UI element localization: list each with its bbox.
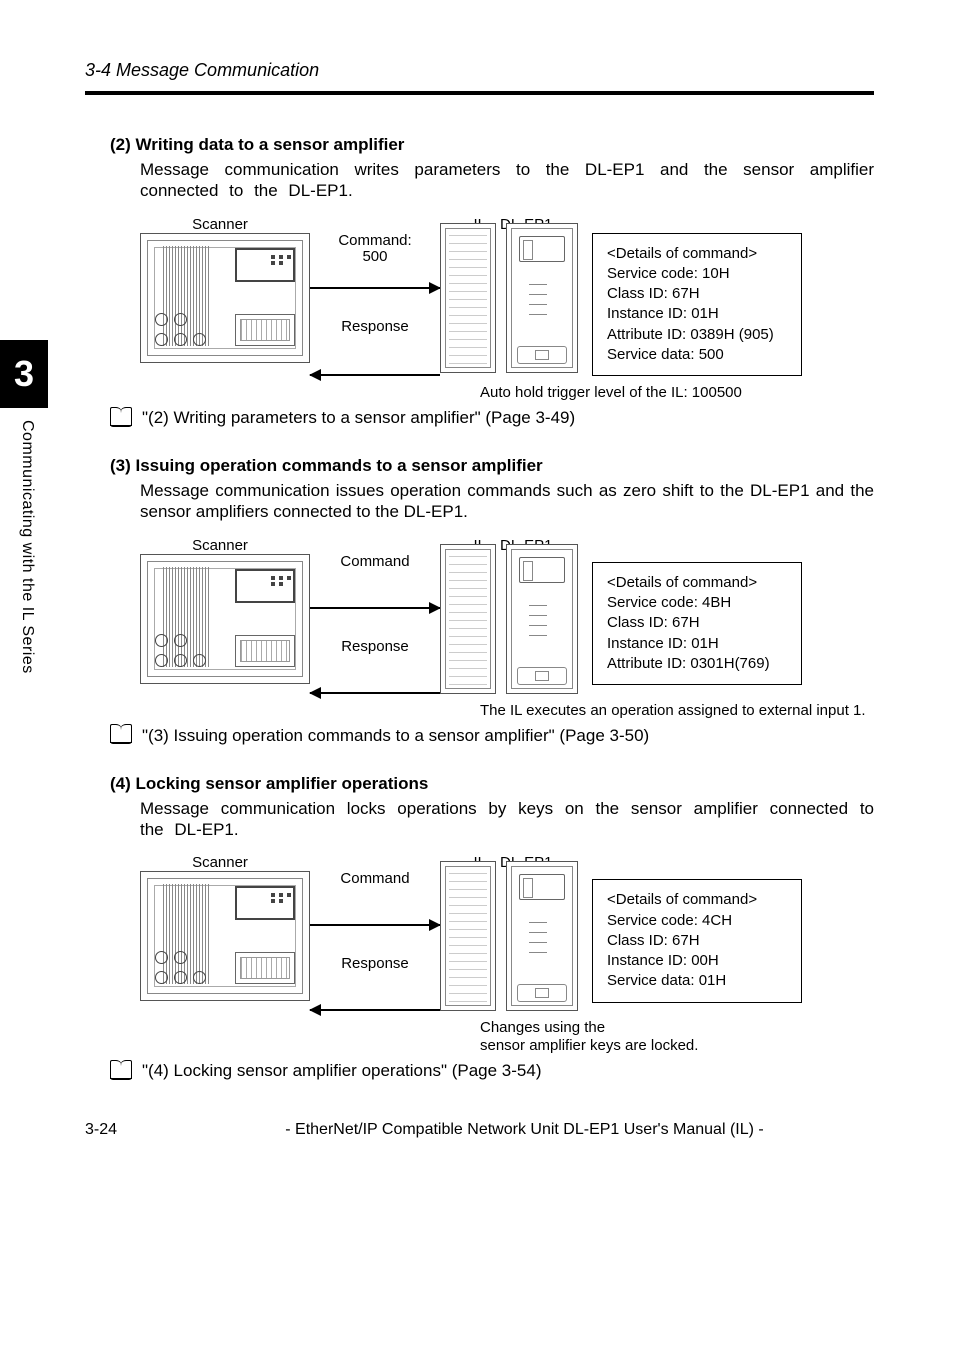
det-line: Service data: 01H — [607, 971, 787, 991]
s4-title: (4) Locking sensor amplifier operations — [110, 774, 874, 794]
s2-ref: "(2) Writing parameters to a sensor ampl… — [142, 408, 575, 428]
det-line: Service code: 10H — [607, 264, 787, 284]
arrow-left-icon — [310, 1009, 440, 1011]
arrow-left-icon — [310, 374, 440, 376]
det-line: Service data: 500 — [607, 345, 787, 365]
s3-body: Message communication issues operation c… — [140, 480, 874, 523]
book-icon — [110, 1063, 132, 1080]
il-device — [440, 861, 496, 1011]
s2-caption: Auto hold trigger level of the IL: 10050… — [480, 384, 874, 402]
chapter-label: Communicating with the IL Series — [18, 420, 36, 674]
arrow-right-icon — [310, 287, 440, 289]
cmd-label: Command — [340, 554, 409, 603]
resp-label: Response — [341, 639, 409, 688]
det-line: Attribute ID: 0389H (905) — [607, 325, 787, 345]
det-line: Service code: 4BH — [607, 593, 787, 613]
arrow-left-icon — [310, 692, 440, 694]
s4-diagram: Scanner IL DL-EP1 Command Response — [140, 854, 874, 1055]
il-device — [440, 223, 496, 373]
book-icon — [110, 410, 132, 427]
header-rule — [85, 91, 874, 95]
det-line: Class ID: 67H — [607, 931, 787, 951]
s2-body: Message communication writes parameters … — [140, 159, 874, 202]
s4-caption: Changes using the sensor amplifier keys … — [480, 1019, 874, 1055]
s2-diagram: Scanner IL DL-EP1 Command:500 Respo — [140, 216, 874, 403]
details-box: <Details of command> Service code: 4CH C… — [592, 879, 802, 1002]
scanner-device — [140, 233, 310, 363]
cmd-label: Command — [340, 871, 409, 920]
details-box: <Details of command> Service code: 4BH C… — [592, 562, 802, 685]
s2-title: (2) Writing data to a sensor amplifier — [110, 135, 874, 155]
s4-ref: "(4) Locking sensor amplifier operations… — [142, 1061, 541, 1081]
dl-device — [506, 544, 578, 694]
s3-caption: The IL executes an operation assigned to… — [480, 702, 874, 720]
det-head: <Details of command> — [607, 890, 787, 910]
det-line: Service code: 4CH — [607, 911, 787, 931]
dl-device — [506, 861, 578, 1011]
scanner-device — [140, 554, 310, 684]
det-line: Class ID: 67H — [607, 613, 787, 633]
label-scanner: Scanner — [140, 537, 300, 554]
s4-body: Message communication locks operations b… — [140, 798, 874, 841]
il-device — [440, 544, 496, 694]
page-number: 3-24 — [85, 1121, 175, 1139]
resp-label: Response — [341, 319, 409, 370]
resp-label: Response — [341, 956, 409, 1005]
s3-title: (3) Issuing operation commands to a sens… — [110, 456, 874, 476]
det-line: Instance ID: 01H — [607, 634, 787, 654]
arrow-right-icon — [310, 607, 440, 609]
s3-ref: "(3) Issuing operation commands to a sen… — [142, 726, 649, 746]
det-head: <Details of command> — [607, 244, 787, 264]
det-head: <Details of command> — [607, 573, 787, 593]
det-line: Attribute ID: 0301H(769) — [607, 654, 787, 674]
cmd-label: Command: — [338, 232, 411, 249]
cmd-val: 500 — [362, 248, 387, 265]
det-line: Instance ID: 00H — [607, 951, 787, 971]
book-icon — [110, 727, 132, 744]
scanner-device — [140, 871, 310, 1001]
det-line: Instance ID: 01H — [607, 304, 787, 324]
details-box: <Details of command> Service code: 10H C… — [592, 233, 802, 377]
arrow-right-icon — [310, 924, 440, 926]
s3-diagram: Scanner IL DL-EP1 Command Response — [140, 537, 874, 720]
footer-title: - EtherNet/IP Compatible Network Unit DL… — [175, 1121, 874, 1139]
section-header: 3-4 Message Communication — [85, 60, 874, 91]
det-line: Class ID: 67H — [607, 284, 787, 304]
chapter-tab: 3 — [0, 340, 48, 408]
label-scanner: Scanner — [140, 216, 300, 233]
dl-device — [506, 223, 578, 373]
label-scanner: Scanner — [140, 854, 300, 871]
